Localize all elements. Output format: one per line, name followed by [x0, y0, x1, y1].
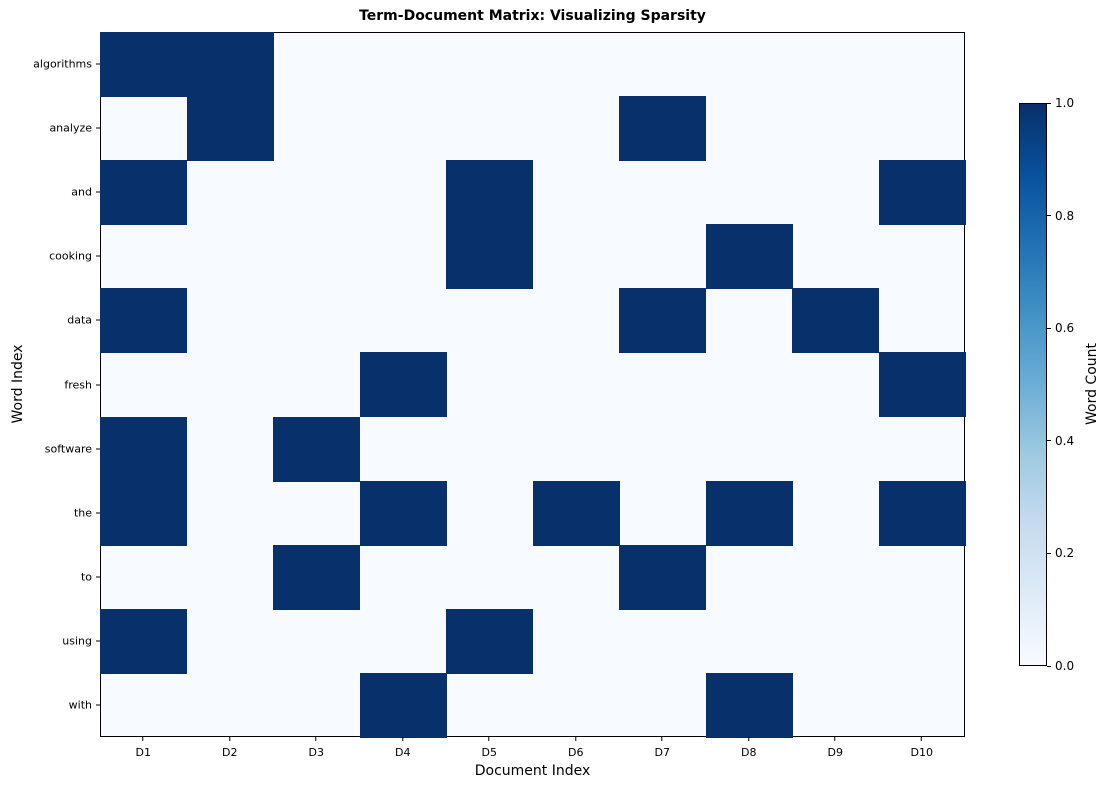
y-axis-label: Word Index — [10, 345, 26, 424]
x-tick-label: D8 — [741, 737, 756, 759]
y-tick-label: and — [71, 186, 100, 199]
colorbar-tick-label: 0.0 — [1047, 659, 1074, 673]
heatmap-cell — [878, 352, 966, 418]
y-tick-label: to — [81, 570, 100, 583]
heatmap-cell — [100, 288, 187, 354]
heatmap-cell — [100, 608, 187, 674]
colorbar-tick-label: 0.6 — [1047, 321, 1074, 335]
x-tick-label: D3 — [309, 737, 324, 759]
y-tick-label: using — [62, 634, 100, 647]
heatmap-cell — [446, 224, 533, 290]
x-tick-label: D4 — [395, 737, 410, 759]
heatmap-cell — [186, 96, 274, 162]
heatmap-cell — [100, 416, 187, 482]
y-tick-label: software — [45, 442, 100, 455]
heatmap-cell — [619, 96, 706, 162]
heatmap-cell — [100, 160, 187, 226]
y-tick-label: analyze — [49, 122, 100, 135]
heatmap-cell — [446, 160, 533, 226]
heatmap-cell — [186, 32, 274, 97]
x-tick-label: D7 — [655, 737, 670, 759]
heatmap-cell — [878, 160, 966, 226]
heatmap-cell — [446, 608, 533, 674]
heatmap-cell — [273, 544, 360, 610]
y-axis-label-text: Word Index — [10, 344, 26, 424]
heatmap-cell — [359, 480, 447, 546]
colorbar-tick-label: 0.4 — [1047, 434, 1074, 448]
y-tick-label: cooking — [49, 250, 100, 263]
heatmap-cell — [532, 480, 620, 546]
y-tick-label: with — [69, 698, 100, 711]
heatmap-cell — [705, 224, 793, 290]
chart-title: Term-Document Matrix: Visualizing Sparsi… — [359, 8, 706, 24]
heatmap-cell — [359, 672, 447, 738]
x-tick-label: D9 — [828, 737, 843, 759]
heatmap-cell — [100, 480, 187, 546]
heatmap-cell — [878, 480, 966, 546]
colorbar-tick-label: 0.2 — [1047, 546, 1074, 560]
x-tick-label: D2 — [222, 737, 237, 759]
y-tick-label: algorithms — [33, 58, 100, 71]
heatmap-cell — [705, 480, 793, 546]
y-tick-label: data — [67, 314, 100, 327]
colorbar-tick-label: 1.0 — [1047, 96, 1074, 110]
y-tick-label: fresh — [64, 378, 100, 391]
x-tick-label: D6 — [568, 737, 583, 759]
heatmap-plot-area — [100, 32, 966, 738]
heatmap-cell — [705, 672, 793, 738]
x-tick-label: D1 — [136, 737, 151, 759]
heatmap-cell — [619, 544, 706, 610]
heatmap-cell — [359, 352, 447, 418]
colorbar-tick-label: 0.8 — [1047, 209, 1074, 223]
colorbar — [1019, 103, 1047, 666]
colorbar-label: Word Count — [1084, 342, 1100, 426]
heatmap-cell — [273, 416, 360, 482]
heatmap-cell — [619, 288, 706, 354]
heatmap-cell — [792, 288, 879, 354]
x-axis-label: Document Index — [474, 763, 591, 779]
x-tick-label: D10 — [911, 737, 933, 759]
heatmap-cell — [100, 32, 187, 97]
y-tick-label: the — [74, 506, 100, 519]
x-tick-label: D5 — [482, 737, 497, 759]
